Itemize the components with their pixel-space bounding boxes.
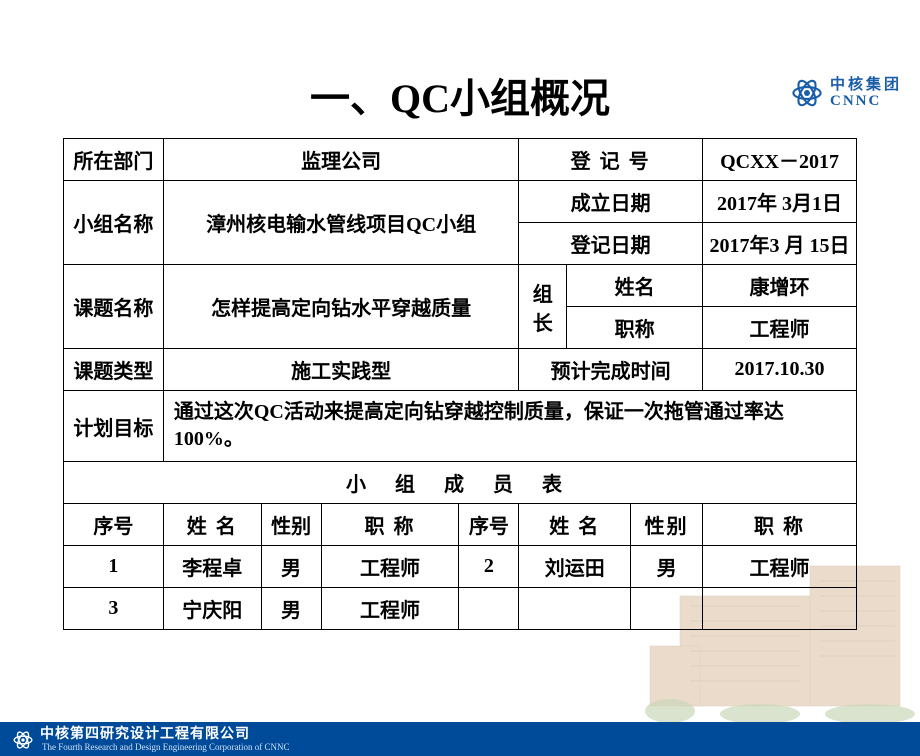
m2-gender: 男 [631,546,703,588]
brand-logo: 中核集团 CNNC [790,76,902,110]
m1-name: 李程卓 [163,546,261,588]
m4-title [703,588,857,630]
label-est-finish: 预计完成时间 [519,349,703,391]
label-founded: 成立日期 [519,181,703,223]
mh-gender-1: 性别 [261,504,321,546]
member-table-title: 小 组 成 员 表 [64,462,857,504]
label-regno: 登 记 号 [519,139,703,181]
m2-seq: 2 [459,546,519,588]
brand-cn: 中核集团 [830,77,902,94]
m1-gender: 男 [261,546,321,588]
m3-gender: 男 [261,588,321,630]
mh-seq-2: 序号 [459,504,519,546]
footer-company-cn: 中核第四研究设计工程有限公司 [40,727,289,742]
mh-title-2: 职 称 [703,504,857,546]
value-plan-goal: 通过这次QC活动来提高定向钻穿越控制质量，保证一次拖管通过率达100%。 [163,391,856,462]
label-leader-name: 姓名 [567,265,703,307]
value-leader-title: 工程师 [703,307,857,349]
label-topic-name: 课题名称 [64,265,164,349]
atom-icon [790,76,824,110]
value-group-name: 漳州核电输水管线项目QC小组 [163,181,518,265]
value-est-finish: 2017.10.30 [703,349,857,391]
label-dept: 所在部门 [64,139,164,181]
atom-icon [12,729,34,751]
label-topic-type: 课题类型 [64,349,164,391]
m2-title: 工程师 [703,546,857,588]
mh-gender-2: 性别 [631,504,703,546]
qc-overview-table: 所在部门 监理公司 登 记 号 QCXX－2017 小组名称 漳州核电输水管线项… [63,138,857,630]
mh-title-1: 职 称 [321,504,459,546]
value-dept: 监理公司 [163,139,518,181]
footer-bar: 中核第四研究设计工程有限公司 The Fourth Research and D… [0,724,920,756]
label-leader: 组长 [519,265,567,349]
value-regno: QCXX－2017 [703,139,857,181]
m4-name [519,588,631,630]
mh-seq-1: 序号 [64,504,164,546]
page-title: 一、QC小组概况 [0,66,920,124]
m4-seq [459,588,519,630]
m3-title: 工程师 [321,588,459,630]
value-reg-date: 2017年3 月 15日 [703,223,857,265]
m1-title: 工程师 [321,546,459,588]
label-group-name: 小组名称 [64,181,164,265]
value-leader-name: 康增环 [703,265,857,307]
m4-gender [631,588,703,630]
label-leader-title: 职称 [567,307,703,349]
m2-name: 刘运田 [519,546,631,588]
mh-name-1: 姓 名 [163,504,261,546]
mh-name-2: 姓 名 [519,504,631,546]
label-reg-date: 登记日期 [519,223,703,265]
value-topic-name: 怎样提高定向钻水平穿越质量 [163,265,518,349]
brand-en: CNNC [830,93,902,110]
member-row: 3 宁庆阳 男 工程师 [64,588,857,630]
member-row: 1 李程卓 男 工程师 2 刘运田 男 工程师 [64,546,857,588]
footer-company-en: The Fourth Research and Design Engineeri… [42,743,289,753]
label-plan-goal: 计划目标 [64,391,164,462]
m1-seq: 1 [64,546,164,588]
value-topic-type: 施工实践型 [163,349,518,391]
m3-name: 宁庆阳 [163,588,261,630]
value-founded: 2017年 3月1日 [703,181,857,223]
m3-seq: 3 [64,588,164,630]
